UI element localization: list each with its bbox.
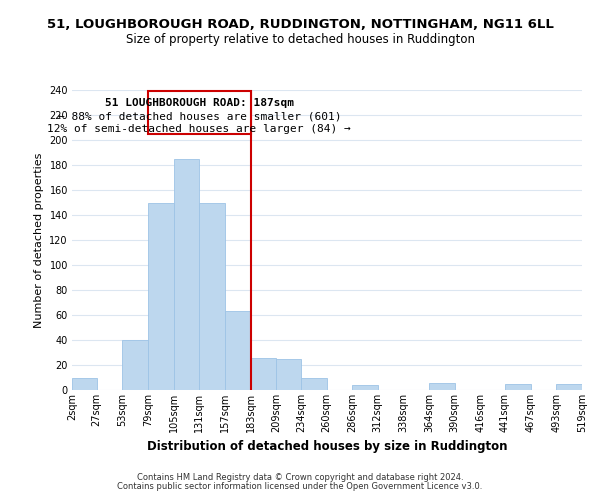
Text: Size of property relative to detached houses in Ruddington: Size of property relative to detached ho…	[125, 32, 475, 46]
Bar	[505, 384, 531, 390]
Bar	[199, 202, 225, 390]
Bar	[429, 382, 455, 390]
Bar	[301, 378, 326, 390]
Y-axis label: Number of detached properties: Number of detached properties	[34, 152, 44, 328]
Bar	[122, 340, 148, 390]
Bar	[352, 385, 378, 390]
Bar	[276, 359, 301, 390]
Text: 51, LOUGHBOROUGH ROAD, RUDDINGTON, NOTTINGHAM, NG11 6LL: 51, LOUGHBOROUGH ROAD, RUDDINGTON, NOTTI…	[47, 18, 553, 30]
X-axis label: Distribution of detached houses by size in Ruddington: Distribution of detached houses by size …	[147, 440, 507, 454]
FancyBboxPatch shape	[148, 91, 251, 134]
Bar	[251, 358, 276, 390]
Text: Contains public sector information licensed under the Open Government Licence v3: Contains public sector information licen…	[118, 482, 482, 491]
Bar	[148, 202, 173, 390]
Text: ← 88% of detached houses are smaller (601): ← 88% of detached houses are smaller (60…	[58, 112, 341, 121]
Bar	[556, 384, 582, 390]
Bar	[173, 159, 199, 390]
Bar	[225, 311, 251, 390]
Text: 12% of semi-detached houses are larger (84) →: 12% of semi-detached houses are larger (…	[47, 124, 351, 134]
Bar	[72, 378, 97, 390]
Text: Contains HM Land Registry data © Crown copyright and database right 2024.: Contains HM Land Registry data © Crown c…	[137, 474, 463, 482]
Text: 51 LOUGHBOROUGH ROAD: 187sqm: 51 LOUGHBOROUGH ROAD: 187sqm	[105, 98, 294, 108]
